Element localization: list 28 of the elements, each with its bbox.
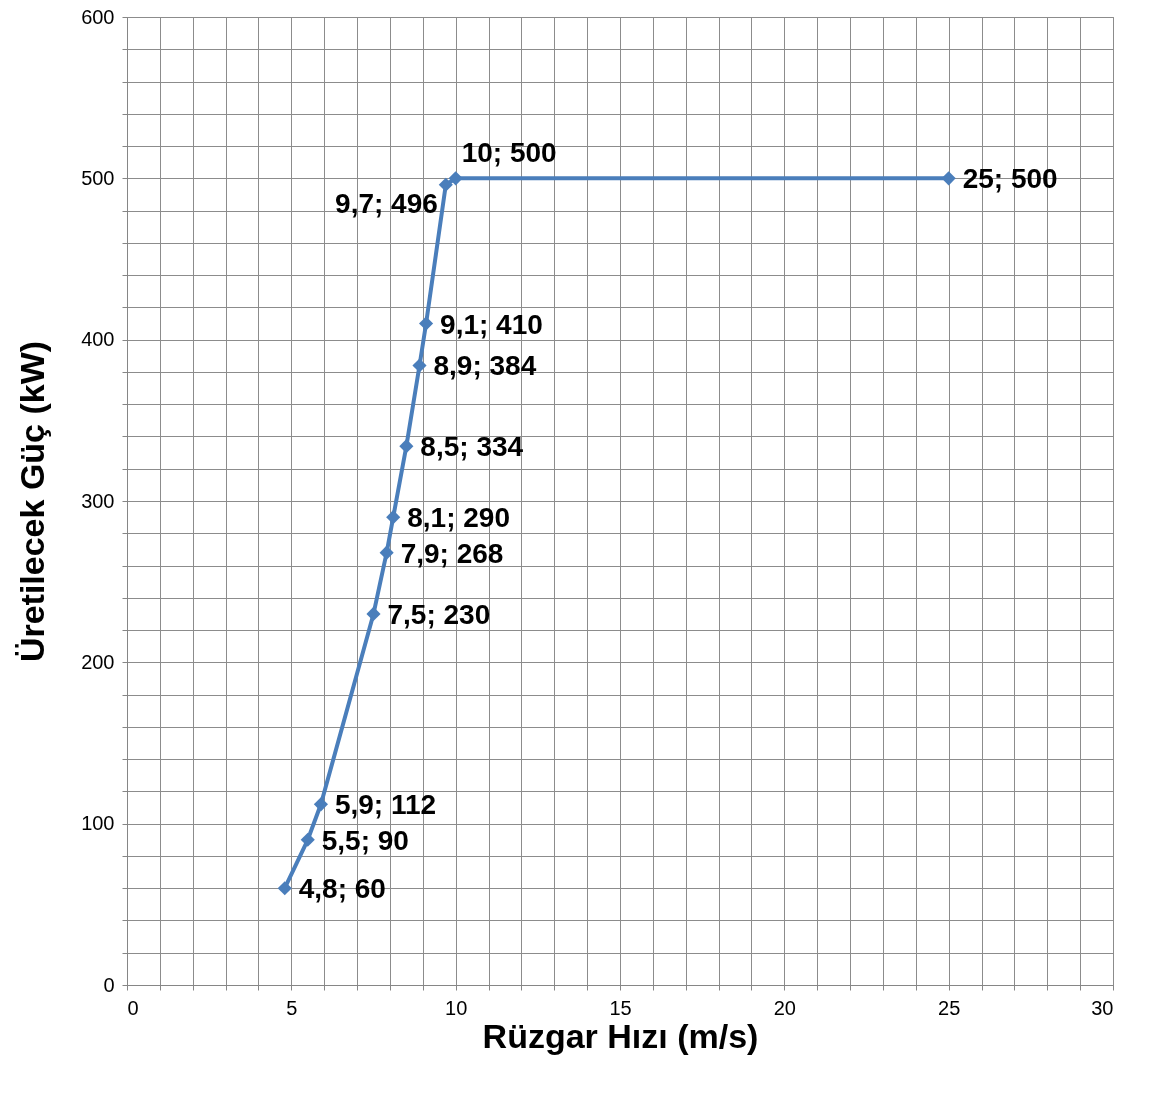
data-label: 4,8; 60 xyxy=(298,873,386,905)
y-tick-label: 500 xyxy=(81,166,115,189)
data-label: 9,1; 410 xyxy=(440,308,543,340)
data-label: 9,7; 496 xyxy=(335,187,438,219)
y-tick-label: 300 xyxy=(81,489,115,512)
y-tick-label: 0 xyxy=(103,973,115,996)
x-tick-label: 10 xyxy=(445,996,468,1019)
y-axis-title: Üretilecek Güç (kW) xyxy=(13,340,52,663)
x-tick-label: 0 xyxy=(127,996,139,1019)
y-tick-label: 100 xyxy=(81,812,115,835)
data-label: 7,5; 230 xyxy=(387,598,491,630)
x-tick-label: 25 xyxy=(938,996,961,1019)
x-tick-label: 5 xyxy=(286,996,298,1019)
data-label: 8,9; 384 xyxy=(433,350,537,382)
y-tick-label: 200 xyxy=(81,650,115,673)
data-label: 5,5; 90 xyxy=(321,824,409,856)
x-axis-title: Rüzgar Hızı (m/s) xyxy=(482,1016,759,1055)
y-tick-label: 400 xyxy=(81,328,115,351)
data-label: 10; 500 xyxy=(461,137,557,169)
x-tick-label: 30 xyxy=(1091,996,1114,1019)
data-label: 5,9; 112 xyxy=(334,789,437,821)
data-label: 8,1; 290 xyxy=(407,502,510,534)
data-label: 8,5; 334 xyxy=(420,431,524,463)
y-tick-label: 600 xyxy=(81,5,115,28)
data-label: 7,9; 268 xyxy=(400,537,504,569)
data-label: 25; 500 xyxy=(962,163,1058,195)
x-tick-label: 15 xyxy=(609,996,632,1019)
x-tick-label: 20 xyxy=(773,996,796,1019)
